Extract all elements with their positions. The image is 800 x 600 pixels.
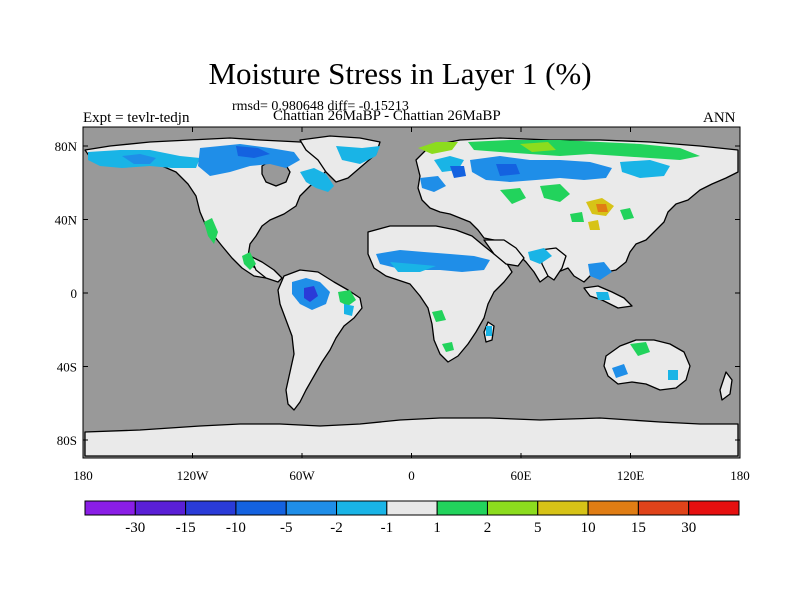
colorbar-label: 1: [433, 520, 441, 536]
colorbar-label: 30: [681, 520, 696, 536]
x-tick-label: 0: [408, 468, 415, 483]
x-tick-label: 120W: [177, 468, 210, 483]
colorbar-swatch: [84, 500, 136, 516]
stats-subtitle: rmsd= 0.980648 diff= -0.15213: [232, 99, 409, 114]
colorbar-label: 10: [581, 520, 596, 536]
shade-sahel-light: [390, 262, 436, 272]
colorbar-swatch: [486, 500, 539, 516]
colorbar-swatch: [185, 500, 237, 516]
colorbar-label: -10: [226, 520, 246, 536]
shade-siberia-blue: [470, 156, 612, 182]
shade-greenland-blue: [336, 146, 380, 164]
colorbar-swatch: [587, 500, 639, 516]
shade-canada-deep: [236, 146, 270, 158]
y-tick-label: 40S: [57, 360, 77, 375]
land-arabia: [483, 239, 525, 267]
colorbar: -30 -15 -10 -5 -2 -1 1 2 5 10 15 30: [84, 500, 740, 536]
x-tick-label: 180: [730, 468, 750, 483]
y-tick-label: 0: [71, 286, 78, 301]
shade-canada-east: [300, 168, 334, 192]
land-new-zealand: [719, 371, 733, 401]
shade-asia-east-blue: [620, 160, 670, 178]
anomaly-shading: [88, 140, 700, 380]
colorbar-label: 5: [534, 520, 542, 536]
shade-na-arctic-deep: [122, 154, 156, 164]
experiment-label: Expt = tevlr-tedjn: [83, 110, 190, 126]
shade-europe-deep: [450, 166, 466, 178]
land-south-america: [277, 269, 363, 411]
season-label: ANN: [703, 110, 736, 126]
map-panel: 180 120W 60W 0 60E 120E 180 80N 40N 0 40S 80S: [55, 126, 750, 483]
shade-siberia-deep: [496, 164, 520, 176]
shade-central-asia-green: [500, 188, 526, 204]
shade-na-west-green: [204, 218, 218, 244]
chart-title: Moisture Stress in Layer 1 (%): [208, 56, 592, 91]
y-tick-label: 80N: [55, 139, 78, 154]
x-tick-label: 180: [73, 468, 93, 483]
colorbar-swatch: [688, 500, 740, 516]
shade-australia-blue-2: [668, 370, 678, 380]
shade-amazon-deep: [304, 286, 318, 302]
x-tick-label: 120E: [617, 468, 645, 483]
colorbar-label: 2: [484, 520, 492, 536]
colorbar-label: -1: [381, 520, 394, 536]
colorbar-swatch: [637, 500, 690, 516]
shade-madagascar-blue: [486, 326, 492, 336]
colorbar-swatch: [386, 500, 438, 516]
land-greenland: [299, 135, 381, 183]
colorbar-label: 15: [631, 520, 646, 536]
colorbar-label: -5: [280, 520, 293, 536]
colorbar-swatch: [235, 500, 287, 516]
y-tick-label: 80S: [57, 433, 77, 448]
shade-asia-green-2: [570, 212, 584, 222]
shade-australia-blue: [612, 364, 628, 378]
colorbar-swatch: [285, 500, 338, 516]
shade-indochina-blue: [588, 262, 612, 280]
shade-south-asia-blue: [528, 248, 552, 264]
shade-asia-mid-green: [540, 184, 570, 202]
colorbar-label: -2: [330, 520, 343, 536]
shade-europe-central: [420, 176, 446, 192]
shade-europe-green: [418, 142, 458, 154]
colorbar-label: -30: [125, 520, 145, 536]
shade-australia-north: [630, 342, 650, 356]
shade-asia-orange: [596, 204, 608, 212]
land-antarctica: [84, 417, 739, 457]
colorbar-swatch: [537, 500, 589, 516]
shade-indonesia-blue: [596, 292, 610, 300]
x-tick-label: 60W: [289, 468, 315, 483]
shade-siberia-lime: [520, 142, 556, 152]
shade-asia-green-3: [620, 208, 634, 220]
y-axis: 80N 40N 0 40S 80S: [55, 139, 740, 448]
colorbar-swatch: [134, 500, 187, 516]
cases-label: Chattian 26MaBP - Chattian 26MaBP: [273, 108, 501, 124]
shade-africa-south-green: [432, 310, 446, 322]
colorbar-swatch: [436, 500, 488, 516]
shade-canada-blue: [198, 144, 300, 176]
shade-africa-se-green: [442, 342, 454, 352]
colorbar-label: -15: [176, 520, 196, 536]
shade-brazil-coast: [344, 304, 354, 316]
x-tick-label: 60E: [511, 468, 532, 483]
shade-asia-yellow-2: [588, 220, 600, 230]
x-axis: 180 120W 60W 0 60E 120E 180: [73, 127, 750, 483]
shade-brazil-green: [338, 290, 356, 306]
y-tick-label: 40N: [55, 213, 78, 228]
shade-mexico-green: [242, 252, 256, 270]
colorbar-swatch: [336, 500, 388, 516]
land-central-america: [249, 255, 283, 283]
